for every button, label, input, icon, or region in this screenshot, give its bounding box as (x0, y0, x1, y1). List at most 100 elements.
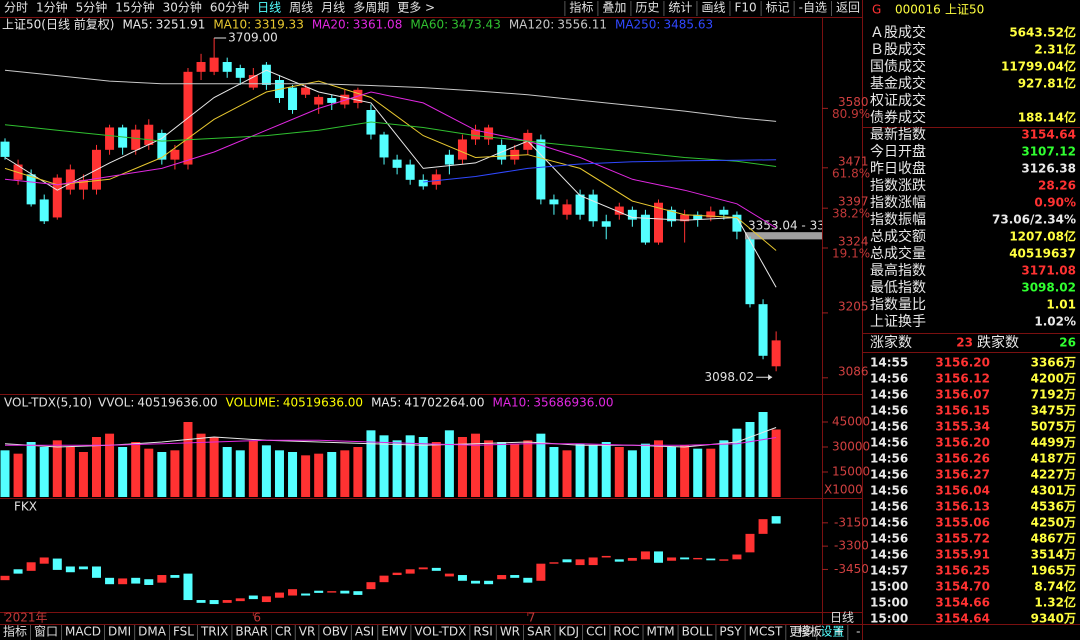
period-tab[interactable]: 更多 > (397, 1, 435, 15)
indicator-tab[interactable]: MTM (647, 625, 675, 639)
stat-label: 最新指数 (870, 127, 926, 143)
indicator-tab[interactable]: TRIX (200, 625, 228, 639)
fkx-candle (588, 557, 598, 566)
indicator-tab[interactable]: ROC (613, 625, 639, 639)
x-tick-label: 2021年 (5, 611, 48, 625)
volume-bar (405, 435, 415, 497)
candle-body (444, 154, 454, 165)
indicator-tab[interactable]: MACD (65, 625, 101, 639)
breadth-value: 23 (956, 336, 973, 350)
indicator-tab[interactable]: CR (275, 625, 292, 639)
indicator-tab[interactable]: VOL-TDX (414, 625, 466, 639)
volume-bar (640, 443, 650, 497)
trade-time: 14:55 (870, 356, 908, 370)
indicator-tab[interactable]: MCST (749, 625, 783, 639)
stat-label: 上证换手 (870, 313, 926, 330)
fkx-candle (131, 577, 141, 584)
toolbar-button[interactable]: 统计 (668, 1, 692, 15)
volume-bar (758, 412, 768, 497)
stat-value: 927.81亿 (1018, 76, 1076, 91)
legend-value: 3556.11 (557, 18, 607, 32)
indicator-tab[interactable]: 指标 (3, 624, 27, 639)
legend-name: MA20: (312, 18, 350, 32)
indicator-tab[interactable]: DMA (138, 625, 167, 639)
template-button[interactable]: + (834, 625, 844, 639)
volume-bar (575, 443, 585, 497)
volume-bar (222, 447, 232, 497)
period-tab[interactable]: 分时 (4, 1, 28, 15)
volume-bar (274, 450, 284, 497)
indicator-tab[interactable]: 设置 (820, 625, 844, 639)
toolbar-button[interactable]: 返回 (836, 1, 860, 15)
indicator-tab[interactable]: 更多 (789, 625, 813, 639)
y-tick-label: 30000 (832, 440, 870, 454)
indicator-tab[interactable]: ASI (355, 625, 374, 639)
candle-body (392, 159, 402, 168)
toolbar-button[interactable]: 历史 (635, 1, 659, 15)
trade-price: 3156.15 (935, 404, 990, 418)
template-button[interactable]: 模板 (798, 625, 822, 639)
fkx-candle (13, 569, 23, 574)
indicator-tab[interactable]: CCI (586, 625, 606, 639)
trade-time: 14:56 (870, 468, 908, 482)
y-ratio-label: 38.2% (832, 207, 870, 221)
period-tab[interactable]: 多周期 (353, 1, 389, 15)
trade-price: 3156.20 (935, 356, 990, 370)
stat-label: Ｂ股成交 (870, 41, 926, 58)
fkx-candle (235, 598, 245, 602)
fkx-candle (457, 575, 467, 581)
indicator-tab[interactable]: EMV (381, 625, 408, 639)
period-tab[interactable]: 周线 (289, 1, 313, 15)
candle-body (418, 179, 428, 187)
trade-volume: 1.32亿 (1034, 595, 1076, 610)
indicator-tab[interactable]: OBV (322, 625, 348, 639)
toolbar-button[interactable]: -自选 (799, 1, 827, 15)
indicator-tab[interactable]: FSL (173, 625, 194, 639)
fkx-candle (667, 557, 677, 561)
period-tab[interactable]: 月线 (321, 1, 345, 15)
trade-price: 3156.04 (935, 484, 990, 498)
indicator-tab[interactable]: DMI (108, 625, 131, 639)
indicator-tab[interactable]: PSY (719, 625, 742, 639)
indicator-tab[interactable]: RSI (473, 625, 493, 639)
candle-body (379, 134, 389, 158)
period-tab[interactable]: 日线 (257, 1, 281, 15)
stat-label: 最高指数 (870, 262, 926, 279)
toolbar-button[interactable]: 标记 (766, 1, 790, 15)
indicator-tab[interactable]: KDJ (558, 625, 579, 639)
indicator-tab[interactable]: BRAR (235, 625, 268, 639)
trade-time: 14:56 (870, 436, 908, 450)
indicator-tab[interactable]: 窗口 (34, 625, 58, 639)
stat-label: 指数振幅 (870, 212, 926, 228)
volume-bar (39, 447, 49, 497)
fkx-candle (314, 590, 324, 593)
indicator-tab[interactable]: BOLL (682, 625, 713, 639)
indicator-tab[interactable]: VR (299, 625, 316, 639)
volume-bar (719, 440, 729, 497)
stat-value: 73.06/2.34% (992, 213, 1076, 227)
period-tab[interactable]: 5分钟 (76, 0, 108, 15)
toolbar-button[interactable]: 叠加 (602, 1, 626, 15)
fkx-candle (431, 567, 441, 571)
panel-title: VOL-TDX(5,10) (4, 396, 92, 410)
toolbar-button[interactable]: 画线 (701, 1, 725, 15)
indicator-tab[interactable]: WR (500, 625, 520, 639)
period-tab[interactable]: 60分钟 (210, 0, 249, 15)
volume-bar (392, 440, 402, 497)
template-button[interactable]: - (856, 625, 860, 639)
candle-body (105, 127, 115, 150)
period-tab[interactable]: 30分钟 (163, 0, 202, 15)
toolbar-button[interactable]: 指标 (569, 0, 593, 15)
indicator-tab[interactable]: SAR (527, 625, 551, 639)
period-tab[interactable]: 15分钟 (115, 0, 154, 15)
ma-line (4, 69, 777, 288)
trade-price: 3156.26 (935, 452, 990, 466)
candle-body (52, 177, 62, 218)
toolbar-button[interactable]: F10 (734, 1, 756, 15)
stat-value: 3098.02 (1021, 281, 1076, 295)
trade-volume: 4301万 (1031, 484, 1076, 498)
stat-label: 国债成交 (870, 58, 926, 75)
period-tab[interactable]: 1分钟 (36, 0, 68, 15)
fkx-candle (471, 580, 481, 584)
